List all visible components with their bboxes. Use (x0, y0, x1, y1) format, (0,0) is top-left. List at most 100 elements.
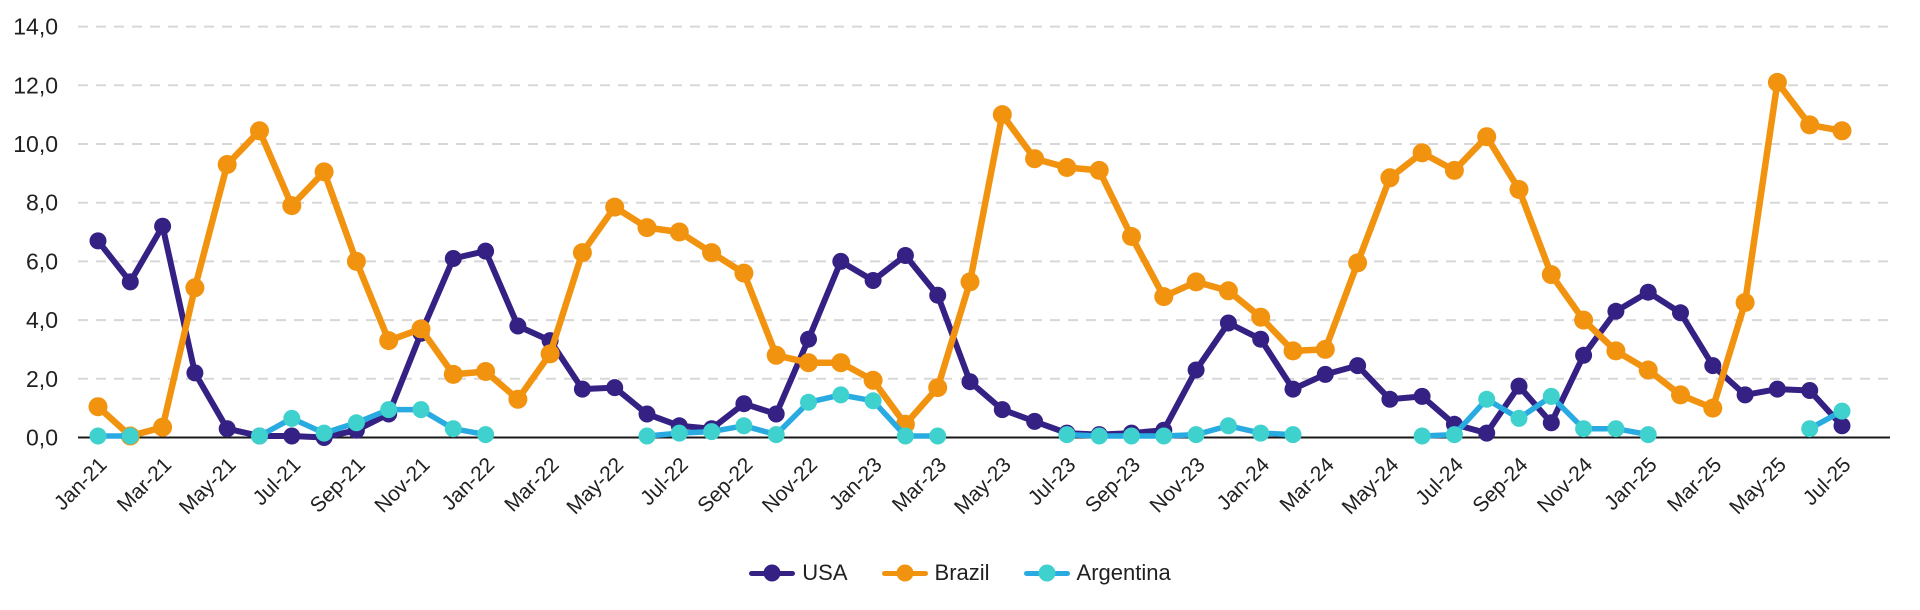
argentina-data-point (1413, 427, 1431, 445)
brazil-data-point (669, 222, 689, 242)
x-tick-label: Mar-24 (1276, 453, 1340, 517)
legend-item-brazil[interactable]: Brazil (881, 560, 990, 585)
usa-data-point (1252, 330, 1270, 348)
argentina-series-dot (1038, 564, 1056, 582)
y-tick-label: 14,0 (13, 14, 58, 40)
usa-data-point (1672, 304, 1689, 322)
usa-data-point (606, 379, 624, 397)
usa-data-point (186, 364, 204, 382)
usa-data-point (1381, 390, 1399, 408)
x-tick-label: May-24 (1338, 453, 1404, 519)
x-tick-label: Nov-24 (1533, 453, 1597, 517)
brazil-data-point (411, 319, 431, 339)
argentina-data-point (1445, 426, 1463, 444)
argentina-data-point (89, 427, 107, 445)
usa-data-point (1736, 386, 1754, 404)
brazil-series-dot (896, 564, 914, 582)
argentina-data-point (638, 427, 656, 445)
y-tick-label: 12,0 (13, 72, 58, 98)
argentina-data-point (735, 417, 753, 435)
usa-data-point (154, 217, 172, 235)
x-tick-label: May-23 (950, 453, 1016, 519)
argentina-data-point (1187, 426, 1205, 444)
x-tick-label: May-25 (1725, 453, 1791, 519)
brazil-data-point (831, 353, 851, 373)
brazil-legend-label: Brazil (934, 560, 990, 585)
usa-data-point (573, 380, 591, 398)
x-tick-label: Nov-21 (370, 453, 434, 517)
brazil-data-point (443, 364, 463, 384)
brazil-data-point (1025, 149, 1045, 169)
argentina-data-point (347, 414, 365, 432)
brazil-data-point (1380, 168, 1400, 188)
argentina-data-point (670, 424, 688, 442)
x-tick-label: Sep-23 (1081, 453, 1145, 517)
argentina-data-point (1252, 424, 1270, 442)
argentina-line (95, 392, 1845, 439)
usa-data-point (1026, 412, 1044, 430)
usa-data-point (767, 405, 785, 423)
argentina-data-point (1575, 420, 1593, 438)
argentina-data-point (1090, 427, 1108, 445)
brazil-data-point (282, 196, 302, 216)
usa-data-point (1316, 365, 1334, 383)
argentina-data-point (1058, 426, 1076, 444)
y-axis-labels: 0,0 2,0 4,0 6,0 8,0 10,0 12,0 14,0 (13, 14, 58, 451)
argentina-data-point (380, 401, 398, 419)
gridlines (78, 25, 1890, 439)
x-tick-label: Jan-22 (437, 453, 499, 515)
brazil-data-point (1541, 265, 1561, 285)
argentina-data-point (121, 427, 139, 445)
legend-item-usa[interactable]: USA (749, 560, 848, 585)
argentina-data-point (896, 427, 914, 445)
usa-data-point (1284, 380, 1302, 398)
series-argentina (89, 386, 1851, 445)
argentina-data-point (1219, 417, 1237, 435)
brazil-data-point (1638, 360, 1658, 380)
usa-data-point (1349, 357, 1367, 375)
y-tick-label: 2,0 (26, 366, 58, 392)
argentina-data-point (1510, 409, 1528, 427)
brazil-data-point (1186, 272, 1206, 292)
x-tick-label: May-21 (175, 453, 241, 519)
argentina-data-point (412, 401, 430, 419)
series-brazil (88, 72, 1852, 446)
brazil-data-point (960, 272, 980, 292)
argentina-legend-label: Argentina (1076, 560, 1171, 585)
argentina-data-point (1284, 426, 1302, 444)
usa-legend-label: USA (802, 560, 848, 585)
x-tick-label: Sep-22 (693, 453, 757, 517)
x-tick-label: Jan-25 (1600, 453, 1662, 515)
brazil-data-point (1315, 339, 1335, 359)
series-usa (89, 217, 1851, 446)
y-tick-label: 4,0 (26, 307, 58, 333)
usa-data-point (1607, 302, 1625, 320)
x-tick-label: Sep-21 (306, 453, 370, 517)
brazil-data-point (508, 389, 528, 409)
usa-data-point (1768, 380, 1786, 398)
usa-data-point (929, 286, 947, 304)
argentina-data-point (477, 426, 495, 444)
usa-data-point (1187, 361, 1205, 379)
usa-series-swatch (749, 564, 796, 582)
usa-data-point (800, 330, 817, 348)
brazil-data-point (346, 251, 366, 271)
argentina-data-point (1155, 427, 1173, 445)
usa-data-point (121, 273, 139, 291)
brazil-data-point (540, 344, 560, 364)
usa-data-point (1575, 346, 1593, 364)
argentina-data-point (1801, 420, 1819, 438)
brazil-data-point (734, 263, 754, 283)
legend-item-argentina[interactable]: Argentina (1023, 560, 1171, 585)
usa-data-point (218, 420, 236, 438)
brazil-data-point (379, 331, 399, 351)
argentina-data-point (1833, 402, 1851, 420)
brazil-series-swatch (881, 564, 928, 582)
usa-data-point (1219, 314, 1237, 332)
y-tick-label: 6,0 (26, 248, 58, 274)
x-tick-label: Jul-22 (636, 453, 693, 510)
brazil-data-point (1606, 341, 1626, 361)
brazil-data-point (185, 278, 205, 298)
